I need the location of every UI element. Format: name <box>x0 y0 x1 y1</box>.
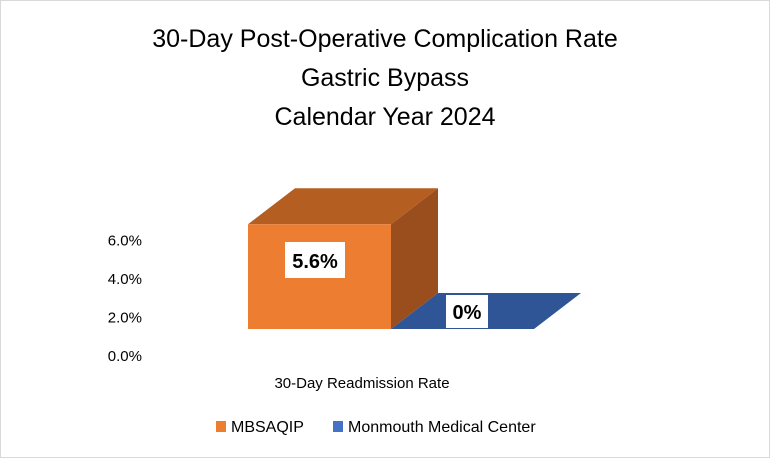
y-tick-label: 4.0% <box>108 271 142 288</box>
bar-mbsaqip-side <box>391 188 438 329</box>
legend-label: MBSAQIP <box>231 419 304 436</box>
legend-swatch <box>216 421 226 432</box>
y-tick-label: 2.0% <box>108 310 142 327</box>
legend-label: Monmouth Medical Center <box>348 419 536 436</box>
data-label-mbsaqip: 5.6% <box>292 251 338 273</box>
y-tick-label: 0.0% <box>108 348 142 365</box>
data-label-box-monmouth <box>446 295 488 328</box>
legend-swatch <box>333 421 343 432</box>
x-axis-category-label: 30-Day Readmission Rate <box>274 375 449 392</box>
y-tick-label: 6.0% <box>108 233 142 250</box>
chart-title-line-1: 30-Day Post-Operative Complication Rate <box>152 25 618 53</box>
data-label-monmouth: 0% <box>453 302 482 324</box>
bar-mbsaqip-top <box>248 188 438 225</box>
chart-title-line-3: Calendar Year 2024 <box>274 103 496 131</box>
data-label-box-mbsaqip <box>285 242 345 278</box>
chart-title-line-2: Gastric Bypass <box>300 64 470 92</box>
